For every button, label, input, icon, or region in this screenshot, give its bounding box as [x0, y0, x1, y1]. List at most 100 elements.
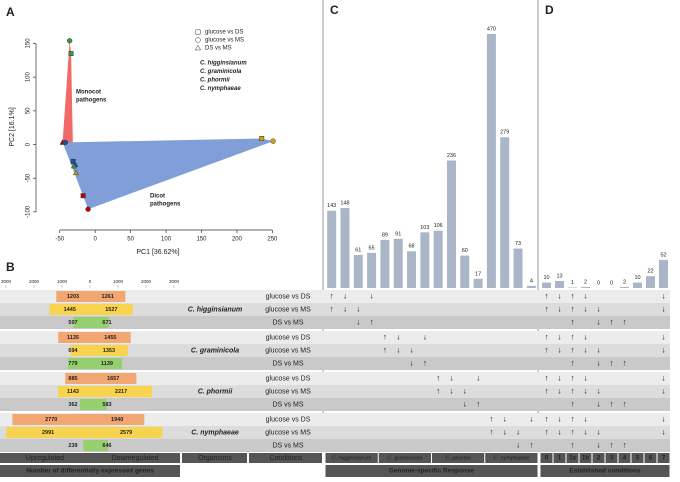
arrow: ↓ — [597, 346, 601, 355]
header-cell — [605, 453, 618, 463]
arrow: ↓ — [396, 333, 400, 342]
value-label: 1203 — [67, 294, 79, 300]
arrow: ↓ — [584, 333, 588, 342]
arrow: ↑ — [330, 305, 334, 314]
value-label: 694 — [68, 348, 78, 354]
row-background — [0, 426, 670, 439]
condition-label: glucose vs DS — [266, 375, 311, 382]
arrow: ↓ — [529, 415, 533, 424]
bar — [393, 238, 403, 288]
y-tick-label: -100 — [26, 205, 32, 218]
arrow: ↓ — [597, 441, 601, 450]
arrow: ↓ — [516, 441, 520, 450]
bar — [446, 160, 456, 288]
bar — [407, 251, 417, 288]
arrow: ↓ — [558, 428, 562, 437]
row-background — [0, 372, 670, 385]
value-label: 106 — [434, 223, 443, 229]
column-header: Conditions — [269, 455, 303, 462]
legend-label: C. higginsianum — [200, 61, 247, 67]
value-label: 2 — [623, 279, 626, 285]
arrow: ↑ — [330, 292, 334, 301]
value-label: 17 — [475, 271, 481, 277]
arrow: ↓ — [449, 374, 453, 383]
arrow: ↑ — [529, 441, 533, 450]
arrow: ↑ — [545, 346, 549, 355]
arrow: ↓ — [463, 387, 467, 396]
value-label: 91 — [395, 231, 401, 237]
annotation: pathogens — [76, 98, 107, 104]
arrow: ↓ — [662, 428, 666, 437]
row-background — [0, 316, 670, 329]
bar — [555, 280, 564, 288]
point — [70, 158, 76, 164]
value-label: 1445 — [64, 307, 76, 313]
value-label: 1353 — [103, 348, 115, 354]
x-tick-label: 5 — [636, 456, 640, 462]
up-bar — [12, 414, 90, 425]
arrow: ↓ — [503, 415, 507, 424]
header-cell — [378, 453, 431, 463]
panel-letter: A — [6, 5, 15, 19]
group-label: C. nymphaeae — [493, 455, 529, 461]
value-label: 2 — [584, 279, 587, 285]
header-cell — [540, 465, 670, 477]
x-tick-label: 6 — [649, 456, 653, 462]
arrow: ↓ — [558, 333, 562, 342]
point — [270, 138, 276, 144]
group-label: C. graminicola — [387, 455, 422, 461]
legend-marker — [195, 29, 201, 35]
bar — [460, 255, 470, 288]
arrow: ↓ — [449, 387, 453, 396]
value-label: 362 — [68, 402, 77, 408]
point — [259, 136, 265, 141]
value-label: 1143 — [67, 389, 79, 395]
header-cell — [0, 453, 180, 463]
legend-label: C. graminicola — [200, 69, 242, 75]
arrow: ↓ — [476, 374, 480, 383]
down-bar — [90, 399, 107, 410]
arrow: ↑ — [623, 400, 627, 409]
x-axis-label: Established conditions — [569, 468, 641, 475]
up-bar — [65, 373, 90, 384]
header-cell — [618, 453, 631, 463]
up-bar — [58, 332, 90, 343]
arrow: ↓ — [558, 305, 562, 314]
down-bar — [90, 440, 109, 451]
x-tick-label: 3000 — [169, 279, 180, 284]
arrow: ↓ — [356, 318, 360, 327]
bar — [620, 286, 629, 288]
arrow: ↓ — [597, 359, 601, 368]
down-bar — [90, 373, 137, 384]
condition-label: glucose vs DS — [266, 416, 311, 423]
value-label: 148 — [340, 200, 349, 206]
bar — [568, 287, 577, 288]
arrow: ↑ — [623, 441, 627, 450]
down-bar — [90, 317, 109, 328]
arrow: ↑ — [571, 359, 575, 368]
arrow: ↓ — [584, 305, 588, 314]
x-tick-label: 7 — [662, 456, 666, 462]
row-background — [0, 398, 670, 411]
arrow: ↓ — [410, 346, 414, 355]
legend-label: Upregulated — [26, 455, 64, 462]
arrow: ↓ — [516, 428, 520, 437]
value-label: 2579 — [120, 430, 132, 436]
row-background — [0, 331, 670, 344]
value-label: 279 — [500, 130, 509, 136]
arrow: ↑ — [423, 359, 427, 368]
arrow: ↓ — [558, 415, 562, 424]
x-tick-label: 100 — [161, 237, 172, 243]
header-cell — [553, 453, 566, 463]
value-label: 61 — [355, 247, 361, 253]
value-label: 10 — [543, 275, 549, 281]
legend-marker — [195, 37, 201, 43]
point — [80, 193, 86, 199]
x-tick-label: 0 — [89, 279, 92, 284]
up-bar — [79, 399, 90, 410]
row-background — [0, 357, 670, 370]
value-label: 68 — [408, 244, 414, 250]
arrow: ↓ — [662, 333, 666, 342]
bar — [646, 276, 655, 288]
value-label: 143 — [327, 203, 336, 209]
